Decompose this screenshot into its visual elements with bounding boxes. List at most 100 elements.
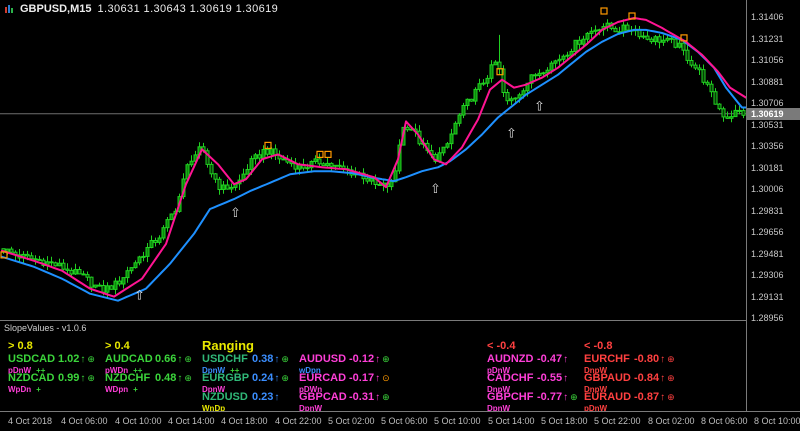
candle	[737, 106, 742, 115]
slope-value: -0.47	[537, 353, 563, 365]
candle	[681, 42, 686, 56]
candle	[477, 78, 482, 92]
chart-icon	[5, 5, 13, 13]
pair-label: GBPCHF	[487, 391, 534, 403]
direction-arrow-icon: ↑	[274, 373, 280, 384]
price-axis[interactable]: 1.31406 1.31231 1.31056 1.30881 1.30706 1.305…	[747, 0, 800, 411]
slope-header: Ranging	[202, 338, 254, 353]
candle	[693, 62, 698, 70]
signal-badge-icon: ⊕	[382, 354, 390, 364]
candle	[393, 165, 398, 183]
slope-item-GBPCHF: GBPCHF -0.77↑ ⊕ DpnW	[487, 391, 578, 413]
candle	[189, 155, 194, 167]
chart-area[interactable]: ⇧ ⇧ ⇧ ⇧ ⇧	[0, 0, 746, 320]
candle	[293, 158, 298, 175]
price-axis-label: 1.30881	[751, 77, 784, 87]
candle	[69, 267, 74, 277]
candle	[149, 235, 154, 249]
chart-title-overlay: GBPUSD,M15 1.30631 1.30643 1.30619 1.306…	[4, 3, 278, 15]
current-price-tag: 1.30619	[747, 108, 800, 120]
candle	[457, 113, 462, 127]
timeframe-state-label: DnpW	[584, 385, 608, 394]
slope-item-AUDNZD: AUDNZD -0.47↑ pDnW	[487, 354, 568, 375]
slope-item-AUDUSD: AUDUSD -0.12↑ ⊕ wDpn	[299, 354, 390, 375]
pair-label: AUDUSD	[299, 353, 347, 365]
direction-arrow-icon: ↑	[80, 354, 86, 365]
pair-label: USDCHF	[202, 353, 248, 365]
time-axis-label: 4 Oct 18:00	[221, 416, 268, 426]
signal-badge-icon: ⊕	[382, 392, 390, 402]
timeframe-state-label: DpnW	[299, 404, 323, 413]
price-axis-label: 1.31231	[751, 34, 784, 44]
candle	[161, 225, 166, 241]
candle	[129, 267, 134, 274]
time-axis-label: 5 Oct 22:00	[594, 416, 641, 426]
time-axis-label: 4 Oct 22:00	[275, 416, 322, 426]
slope-value: -0.31	[349, 391, 375, 403]
candle	[37, 255, 42, 261]
pair-label: EURCAD	[299, 372, 347, 384]
candle	[657, 34, 662, 49]
candle	[661, 34, 666, 46]
candle	[73, 263, 78, 275]
up-arrow-marker: ⇧	[134, 289, 145, 304]
candle	[77, 266, 82, 275]
candle	[217, 176, 222, 195]
price-axis-label: 1.28956	[751, 313, 784, 323]
candle	[593, 25, 598, 37]
up-arrow-marker: ⇧	[430, 182, 441, 197]
price-axis-label: 1.30181	[751, 163, 784, 173]
time-axis-label: 5 Oct 14:00	[488, 416, 535, 426]
signal-badge-icon: ⊕	[184, 373, 192, 383]
signal-badge-icon: ⊕	[667, 373, 675, 383]
candle	[369, 177, 374, 185]
candle	[113, 277, 118, 295]
timeframe-state-label: WnDp	[202, 404, 226, 413]
price-axis-label: 1.30531	[751, 120, 784, 130]
slope-value: 0.66	[155, 353, 177, 365]
candle	[321, 162, 326, 167]
candle	[613, 26, 618, 33]
candle	[709, 80, 714, 98]
slope-value: 0.99	[58, 372, 80, 384]
direction-arrow-icon: ↑	[80, 373, 86, 384]
slope-item-EURCAD: EURCAD -0.17↑ ⊙ pDWn	[299, 373, 390, 394]
timeframe-state-label: WpDn +	[8, 385, 41, 394]
price-axis-label: 1.30706	[751, 98, 784, 108]
candle	[277, 150, 282, 164]
candle	[225, 179, 230, 190]
timeframe-state-label: pDnW	[584, 404, 608, 413]
slope-value: -0.77	[537, 391, 563, 403]
candle	[589, 27, 594, 39]
signal-square-marker	[316, 150, 324, 158]
slope-item-USDCAD: USDCAD 1.02↑ ⊕ pDnW ++	[8, 354, 95, 375]
pair-label: NZDUSD	[202, 391, 248, 403]
time-axis-label: 8 Oct 02:00	[648, 416, 695, 426]
candle	[209, 161, 214, 178]
time-axis[interactable]: 4 Oct 2018 4 Oct 06:00 4 Oct 10:00 4 Oct 14…	[0, 411, 800, 431]
candle	[221, 181, 226, 194]
slope-header: < -0.8	[584, 340, 613, 352]
candle	[453, 121, 458, 135]
price-axis-label: 1.29656	[751, 227, 784, 237]
slope-value: -0.80	[634, 353, 660, 365]
slope-value: 0.23	[252, 391, 274, 403]
slope-item-GBPAUD: GBPAUD -0.84↑ ⊕ DnpW	[584, 373, 675, 394]
indicator-title: SlopeValues - v1.0.6	[4, 323, 87, 333]
chart-ohlc-values: 1.30631 1.30643 1.30619 1.30619	[97, 3, 279, 15]
candle	[473, 87, 478, 105]
slope-value: -0.12	[349, 353, 375, 365]
candle	[493, 60, 498, 66]
candle	[685, 44, 690, 64]
candle	[729, 110, 734, 123]
slope-item-AUDCAD: AUDCAD 0.66↑ ⊕ pWDn ++	[105, 354, 192, 375]
slope-item-NZDCHF: NZDCHF 0.48↑ ⊕ WDpn +	[105, 373, 192, 394]
time-axis-label: 4 Oct 2018	[8, 416, 53, 426]
ma-line-slow-blue	[1, 28, 746, 302]
direction-arrow-icon: ↑	[177, 373, 183, 384]
pair-label: AUDNZD	[487, 353, 534, 365]
signal-badge-icon: ⊕	[184, 354, 192, 364]
candle	[61, 259, 66, 271]
candle	[405, 125, 410, 132]
